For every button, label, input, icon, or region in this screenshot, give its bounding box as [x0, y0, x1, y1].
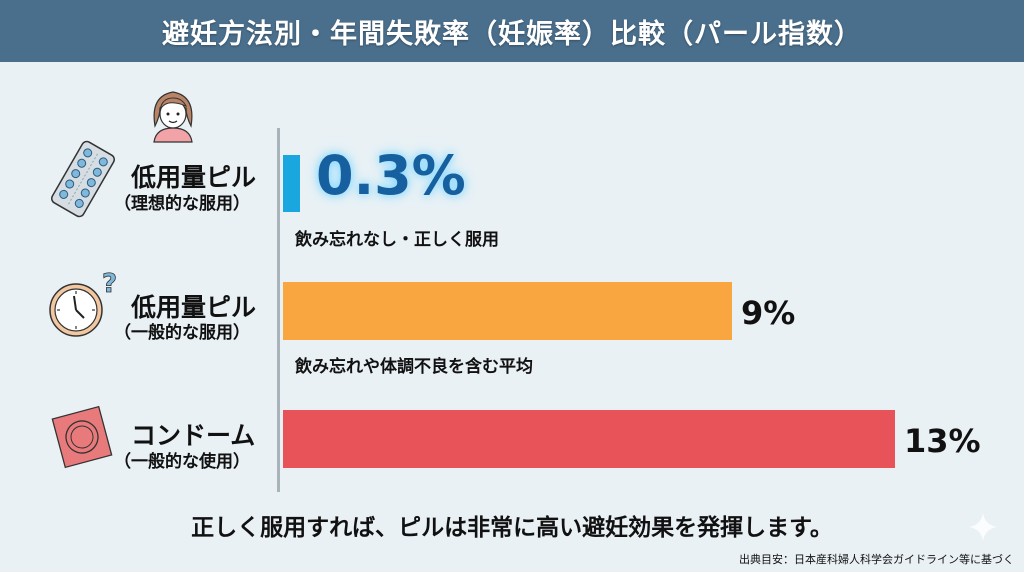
row-label-condom: コンドーム	[131, 421, 256, 450]
note-ideal: 飲み忘れなし・正しく服用	[295, 230, 499, 250]
row-sublabel-ideal: （理想的な服用）	[114, 194, 250, 214]
page-title: 避妊方法別・年間失敗率（妊娠率）比較（パール指数）	[162, 18, 862, 50]
clock-question-icon: ?	[49, 270, 117, 337]
title-bar: 避妊方法別・年間失敗率（妊娠率）比較（パール指数）	[0, 0, 1024, 62]
note-typical: 飲み忘れや体調不良を含む平均	[295, 357, 533, 377]
value-label-condom: 13%	[904, 422, 981, 460]
value-label-typical: 9%	[741, 294, 796, 332]
bar-ideal-use	[283, 155, 300, 212]
value-label-ideal: 0.3%	[316, 144, 466, 207]
row-sublabel-typical: （一般的な服用）	[114, 323, 250, 343]
summary-text: 正しく服用すれば、ピルは非常に高い避妊効果を発揮します。	[191, 515, 833, 541]
svg-text:?: ?	[102, 270, 117, 299]
woman-avatar-icon	[153, 91, 193, 143]
row-label-typical: 低用量ピル	[131, 293, 257, 322]
condom-packet-icon	[51, 405, 113, 469]
pill-pack-icon	[50, 140, 116, 218]
row-label-ideal: 低用量ピル	[131, 163, 257, 192]
source-note: 出典目安：日本産科婦人科学会ガイドライン等に基づく	[739, 553, 1014, 566]
bar-typical-use	[283, 282, 732, 340]
bar-condom	[283, 410, 895, 468]
sparkle-icon	[969, 513, 997, 541]
row-sublabel-condom: （一般的な使用）	[114, 452, 250, 472]
chart-axis	[277, 128, 280, 492]
